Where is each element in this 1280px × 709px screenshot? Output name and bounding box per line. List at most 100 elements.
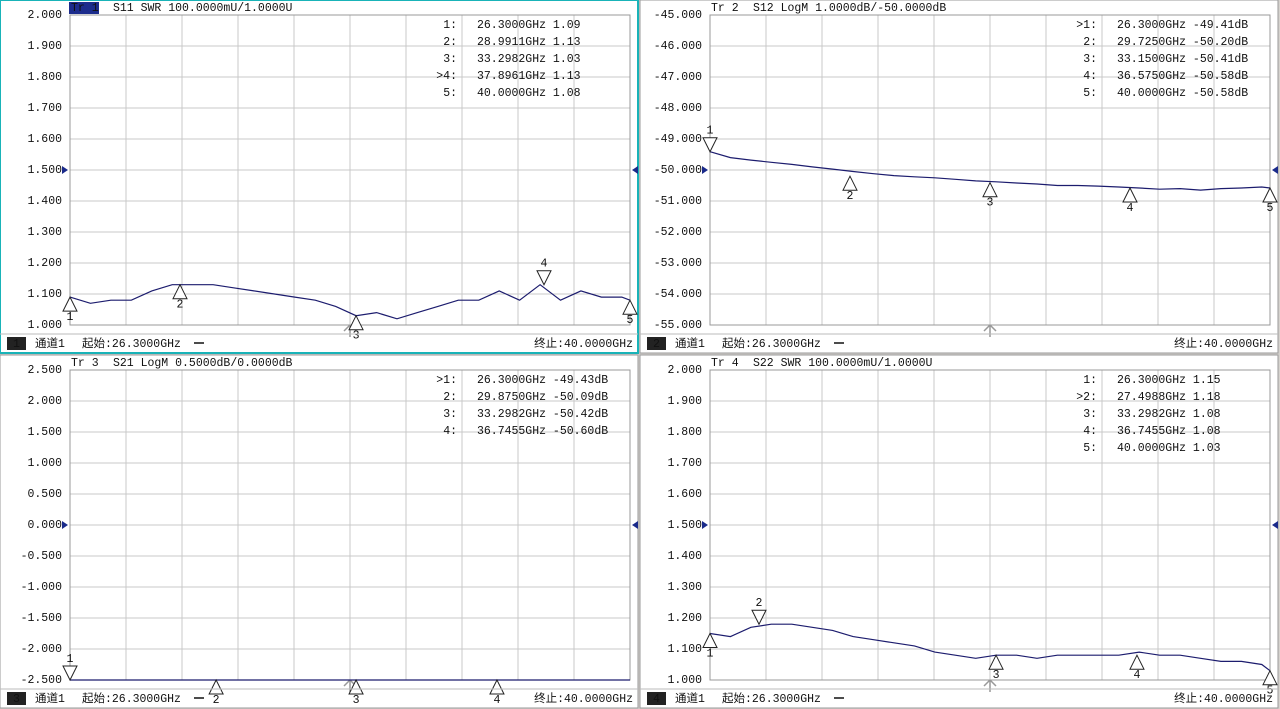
y-tick-label: 1.400 [667, 550, 702, 563]
marker-tag: 3 [353, 694, 360, 707]
y-tick-label: -52.000 [654, 226, 702, 239]
marker-id: 2: [443, 391, 457, 404]
ref-arrow-left [62, 166, 68, 174]
y-tick-label: 1.300 [27, 226, 62, 239]
channel-number: 4 [653, 693, 660, 706]
marker [751, 609, 767, 626]
stop-frequency: 终止:40.0000GHz [1174, 336, 1273, 351]
marker-tag: 3 [353, 330, 360, 343]
channel-box [7, 692, 26, 705]
marker-readout: 26.3000GHz 1.15 [1117, 374, 1221, 387]
y-tick-label: -53.000 [654, 257, 702, 270]
marker-tag: 2 [213, 694, 220, 707]
y-tick-label: -0.500 [21, 550, 63, 563]
marker [62, 295, 78, 312]
trace-title: S12 LogM 1.0000dB/-50.0000dB [753, 2, 946, 15]
trace-label: Tr 4 [711, 357, 739, 370]
marker [489, 678, 505, 695]
marker-tag: 1 [707, 125, 714, 138]
y-tick-label: 1.000 [27, 319, 62, 332]
marker-readout: 29.7250GHz -50.20dB [1117, 36, 1248, 49]
trace-title: S21 LogM 0.5000dB/0.0000dB [113, 357, 293, 370]
trace-label: Tr 1 [71, 2, 99, 15]
marker-id: 1: [443, 19, 457, 32]
y-tick-label: 1.000 [27, 457, 62, 470]
y-tick-label: 1.800 [667, 426, 702, 439]
y-tick-label: 1.400 [27, 195, 62, 208]
marker-tag: 5 [1267, 202, 1274, 215]
marker-readout: 26.3000GHz -49.43dB [477, 374, 608, 387]
marker-tag: 3 [987, 197, 994, 210]
trace-title: S22 SWR 100.0000mU/1.0000U [753, 357, 933, 370]
y-tick-label: 1.200 [27, 257, 62, 270]
trace-panel: Tr 4 S22 SWR 100.0000mU/1.0000U 2.000 1.900… [639, 354, 1279, 709]
channel-name: 通道1 [35, 691, 65, 706]
trace-label-highlight [69, 2, 99, 14]
marker-tag: 2 [177, 299, 184, 312]
y-tick-label: 1.600 [27, 133, 62, 146]
marker [1129, 654, 1145, 670]
marker-id: 4: [1083, 425, 1097, 438]
marker-readout: 37.8961GHz 1.13 [477, 70, 581, 83]
y-tick-label: 1.900 [27, 40, 62, 53]
marker-id: >4: [436, 70, 457, 83]
marker-readout: 33.2982GHz 1.03 [477, 53, 581, 66]
stop-frequency: 终止:40.0000GHz [534, 336, 633, 351]
marker-id: 5: [443, 87, 457, 100]
ref-arrow-left [702, 166, 708, 174]
start-frequency: 起始:26.3000GHz [722, 336, 821, 351]
marker-id: 4: [443, 425, 457, 438]
channel-number: 1 [13, 338, 20, 351]
channel-name: 通道1 [675, 691, 705, 706]
marker-id: 3: [1083, 53, 1097, 66]
channel-name: 通道1 [675, 336, 705, 351]
y-tick-label: -45.000 [654, 9, 702, 22]
ref-arrow-left [62, 521, 68, 529]
marker [1262, 186, 1278, 203]
trace-title: S11 SWR 100.0000mU/1.0000U [113, 2, 293, 15]
marker-id: 3: [443, 53, 457, 66]
marker-readout: 33.2982GHz -50.42dB [477, 408, 608, 421]
marker-tag: 2 [756, 597, 763, 610]
trace-panel: Tr 3 S21 LogM 0.5000dB/0.0000dB 2.500 2.000… [0, 354, 639, 709]
marker-readout: 26.3000GHz 1.09 [477, 19, 581, 32]
marker-readout: 40.0000GHz 1.08 [477, 87, 581, 100]
marker-tag: 4 [1127, 202, 1134, 215]
channel-box [647, 692, 666, 705]
ref-arrow-right [632, 166, 638, 174]
y-tick-label: 0.500 [27, 488, 62, 501]
trace-label: Tr 3 [71, 357, 99, 370]
ref-arrow-left [702, 521, 708, 529]
marker-tag: 5 [1267, 685, 1274, 698]
marker-readout: 26.3000GHz -49.41dB [1117, 19, 1248, 32]
stop-frequency: 终止:40.0000GHz [1174, 691, 1273, 706]
marker [62, 665, 78, 682]
y-tick-label: -55.000 [654, 319, 702, 332]
marker-tag: 5 [627, 314, 634, 327]
marker-tag: 1 [707, 648, 714, 661]
marker-readout: 40.0000GHz -50.58dB [1117, 87, 1248, 100]
y-tick-label: 2.000 [27, 395, 62, 408]
marker-readout: 33.1500GHz -50.41dB [1117, 53, 1248, 66]
marker-readout: 36.7455GHz -50.60dB [477, 425, 608, 438]
marker-readout: 27.4988GHz 1.18 [1117, 391, 1221, 404]
marker [622, 299, 638, 315]
marker [842, 175, 858, 191]
stop-frequency: 终止:40.0000GHz [534, 691, 633, 706]
marker-id: 1: [1083, 374, 1097, 387]
y-tick-label: 2.000 [27, 9, 62, 22]
y-tick-label: 1.100 [27, 288, 62, 301]
y-tick-label: 1.200 [667, 612, 702, 625]
marker [172, 283, 188, 300]
marker-tag: 3 [993, 669, 1000, 682]
y-tick-label: -48.000 [654, 102, 702, 115]
y-tick-label: -1.500 [21, 612, 63, 625]
marker-tag: 4 [1134, 669, 1141, 682]
y-tick-label: 2.500 [27, 364, 62, 377]
y-tick-label: -47.000 [654, 71, 702, 84]
marker-readout: 33.2982GHz 1.08 [1117, 408, 1221, 421]
center-arrow [983, 679, 997, 692]
marker [1262, 669, 1278, 686]
y-tick-label: 1.900 [667, 395, 702, 408]
